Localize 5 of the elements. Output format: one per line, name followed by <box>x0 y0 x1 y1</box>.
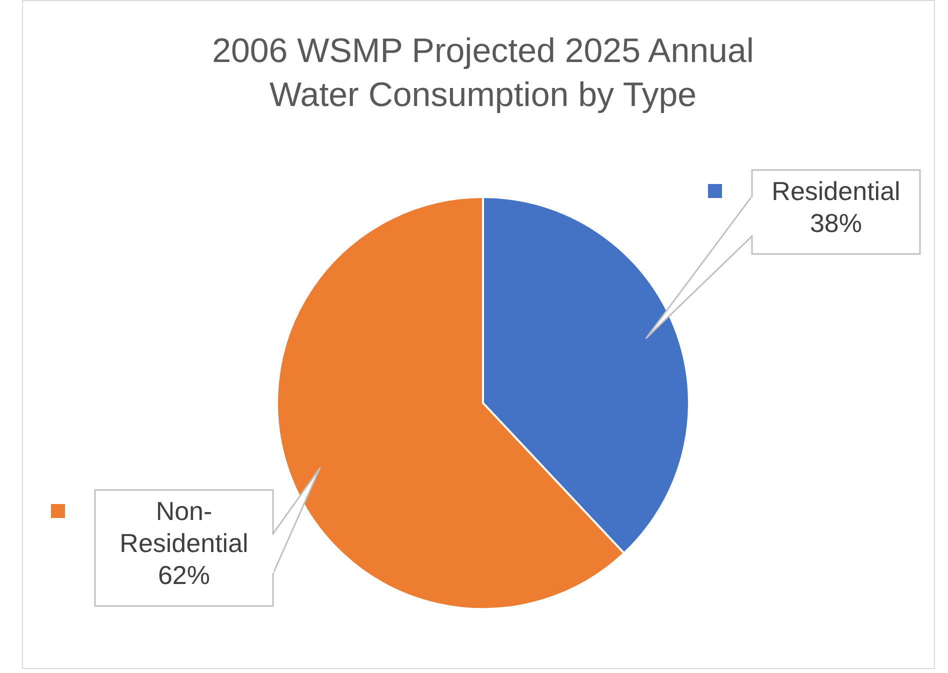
legend-label: Residential <box>772 176 900 206</box>
data-label: 62% <box>158 560 210 590</box>
data-label: 38% <box>810 208 862 238</box>
slice-label: Non-Residential <box>120 496 248 558</box>
chart-title: 2006 WSMP Projected 2025 Annual Water Consumption by Type <box>212 32 754 114</box>
